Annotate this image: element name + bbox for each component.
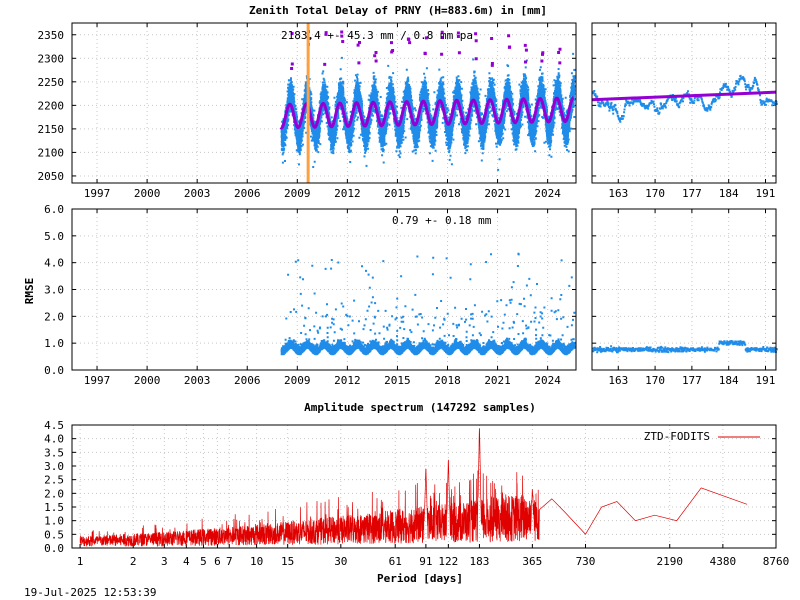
rmser-xtick-label-1: 170 — [645, 374, 665, 387]
rmse-ytick-label-4: 4.0 — [44, 257, 64, 270]
spec-xtick-label-12: 122 — [438, 555, 458, 568]
rmser-points — [592, 340, 778, 354]
rmse-xtick-label-5: 2012 — [334, 374, 361, 387]
ztd-peak-markers — [290, 30, 562, 71]
ztd-ytick-label-2: 2150 — [38, 123, 65, 136]
spec-xtick-label-3: 4 — [183, 555, 190, 568]
rmse-points — [280, 252, 576, 356]
rmse-ytick-label-2: 2.0 — [44, 310, 64, 323]
spec-xtick-label-10: 61 — [389, 555, 402, 568]
ztdr-xtick-label-2: 177 — [682, 187, 702, 200]
rmse-ytick-label-1: 1.0 — [44, 337, 64, 350]
ztd-ytick-label-1: 2100 — [38, 146, 65, 159]
ztd-xtick-label-6: 2015 — [384, 187, 411, 200]
ztd-ytick-label-3: 2200 — [38, 99, 65, 112]
spec-ytick-label-4: 2.0 — [44, 487, 64, 500]
spectrum-xlabel: Period [days] — [377, 572, 463, 585]
spec-ytick-label-3: 1.5 — [44, 501, 64, 514]
ztd-ytick-label-6: 2350 — [38, 29, 65, 42]
spec-xtick-label-8: 15 — [281, 555, 294, 568]
rmse-xtick-label-4: 2009 — [284, 374, 311, 387]
ztd-xtick-label-9: 2024 — [534, 187, 561, 200]
rmse-ytick-label-6: 6.0 — [44, 203, 64, 216]
spectrum-title: Amplitude spectrum (147292 samples) — [304, 401, 536, 414]
ztd-xtick-label-4: 2009 — [284, 187, 311, 200]
rmse-xtick-label-6: 2015 — [384, 374, 411, 387]
spec-ytick-label-7: 3.5 — [44, 446, 64, 459]
legend-label: ZTD-FODITS — [644, 430, 710, 443]
ztd-annotation: 2183.4 +- 45.3 mm / 0.8 mm pa — [281, 29, 473, 42]
ztd-model-line — [279, 96, 575, 130]
spec-ytick-label-0: 0.0 — [44, 542, 64, 555]
rmse-annotation: 0.79 +- 0.18 mm — [392, 214, 492, 227]
rmser-xtick-label-2: 177 — [682, 374, 702, 387]
ztd-xtick-label-7: 2018 — [434, 187, 461, 200]
rmse-xtick-label-7: 2018 — [434, 374, 461, 387]
rmse-recent-panel: 163 170 177 184 191 — [591, 208, 778, 387]
spec-xtick-label-4: 5 — [200, 555, 207, 568]
ztdr-xtick-label-3: 184 — [719, 187, 739, 200]
spec-xtick-label-2: 3 — [161, 555, 168, 568]
spec-ytick-label-9: 4.5 — [44, 419, 64, 432]
spec-xtick-label-14: 365 — [522, 555, 542, 568]
spec-frame — [71, 424, 777, 549]
spec-xtick-label-18: 8760 — [763, 555, 790, 568]
ztd-xtick-label-5: 2012 — [334, 187, 361, 200]
rmser-xtick-label-4: 191 — [756, 374, 776, 387]
ztdr-xtick-label-0: 163 — [608, 187, 628, 200]
rmser-frame — [591, 208, 777, 371]
ztd-ytick-label-4: 2250 — [38, 76, 65, 89]
spec-ytick-label-6: 3.0 — [44, 460, 64, 473]
footer-timestamp: 19-Jul-2025 12:53:39 — [24, 586, 156, 599]
spec-xtick-label-13: 183 — [470, 555, 490, 568]
spectrum-legend: ZTD-FODITS — [644, 430, 760, 443]
ztd-xtick-label-0: 1997 — [84, 187, 111, 200]
spec-xtick-label-5: 6 — [214, 555, 221, 568]
spec-ytick-label-5: 2.5 — [44, 474, 64, 487]
spec-xtick-label-7: 10 — [250, 555, 263, 568]
rmse-frame — [71, 208, 577, 371]
rmse-xtick-label-9: 2024 — [534, 374, 561, 387]
ztd-xtick-label-3: 2006 — [234, 187, 261, 200]
ztd-title: Zenith Total Delay of PRNY (H=883.6m) in… — [249, 4, 547, 17]
spec-ytick-label-1: 0.5 — [44, 528, 64, 541]
ztdr-model-line — [591, 90, 777, 102]
rmse-xtick-label-8: 2021 — [484, 374, 511, 387]
ztdr-xtick-label-4: 191 — [756, 187, 776, 200]
spec-xtick-label-16: 2190 — [656, 555, 683, 568]
ztd-ytick-label-5: 2300 — [38, 52, 65, 65]
spec-line — [79, 428, 748, 547]
rmse-xtick-label-1: 2000 — [134, 374, 161, 387]
ztdr-frame — [591, 22, 777, 184]
ztd-xtick-label-2: 2003 — [184, 187, 211, 200]
rmse-ytick-label-5: 5.0 — [44, 230, 64, 243]
ztd-frame — [71, 22, 577, 184]
spec-xtick-label-1: 2 — [130, 555, 137, 568]
ztd-xtick-label-8: 2021 — [484, 187, 511, 200]
rmse-timeseries-panel: 0.0 1.0 2.0 3.0 4.0 5.0 6.0 1997 2000 2003 2006 200… — [44, 203, 577, 387]
spec-xtick-label-17: 4380 — [710, 555, 737, 568]
spec-ytick-label-2: 1.0 — [44, 515, 64, 528]
rmse-xtick-label-3: 2006 — [234, 374, 261, 387]
spec-xtick-label-9: 30 — [334, 555, 347, 568]
rmse-ylabel: RMSE — [23, 278, 36, 305]
spec-xtick-label-6: 7 — [226, 555, 233, 568]
ztd-ytick-label-0: 2050 — [38, 170, 65, 183]
rmse-xtick-label-2: 2003 — [184, 374, 211, 387]
rmse-xtick-label-0: 1997 — [84, 374, 111, 387]
spec-xtick-label-11: 91 — [419, 555, 432, 568]
amplitude-spectrum-panel: 0.00.51.01.52.02.53.03.54.04.5 1 2 3 4 5 6 7 10 1… — [44, 419, 789, 568]
rmser-xtick-label-0: 163 — [608, 374, 628, 387]
spec-ytick-label-8: 4.0 — [44, 433, 64, 446]
ztd-timeseries-panel: 2050 2100 2150 2200 2250 2300 2350 1997 2000 2003… — [38, 22, 577, 200]
ztd-xtick-label-1: 2000 — [134, 187, 161, 200]
rmser-xtick-label-3: 184 — [719, 374, 739, 387]
spec-xtick-label-0: 1 — [77, 555, 84, 568]
ztd-recent-panel: 163 170 177 184 191 — [591, 22, 778, 200]
ztdr-xtick-label-1: 170 — [645, 187, 665, 200]
rmse-ytick-label-0: 0.0 — [44, 364, 64, 377]
rmse-ytick-label-3: 3.0 — [44, 284, 64, 297]
spec-xtick-label-15: 730 — [576, 555, 596, 568]
